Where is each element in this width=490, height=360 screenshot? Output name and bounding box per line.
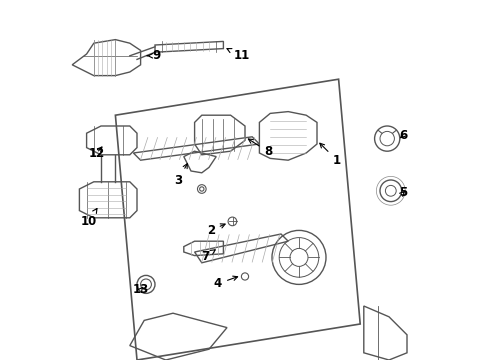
Text: 8: 8 bbox=[248, 139, 272, 158]
Text: 7: 7 bbox=[201, 250, 215, 263]
Text: 10: 10 bbox=[80, 208, 97, 228]
Text: 2: 2 bbox=[207, 224, 225, 237]
Text: 4: 4 bbox=[214, 276, 238, 290]
Text: 3: 3 bbox=[174, 164, 187, 186]
Text: 6: 6 bbox=[399, 129, 408, 141]
Text: 11: 11 bbox=[227, 49, 249, 62]
Text: 12: 12 bbox=[89, 147, 105, 159]
Text: 1: 1 bbox=[320, 143, 341, 167]
Text: 9: 9 bbox=[147, 49, 161, 62]
Text: 5: 5 bbox=[399, 186, 408, 199]
Text: 13: 13 bbox=[132, 283, 149, 296]
